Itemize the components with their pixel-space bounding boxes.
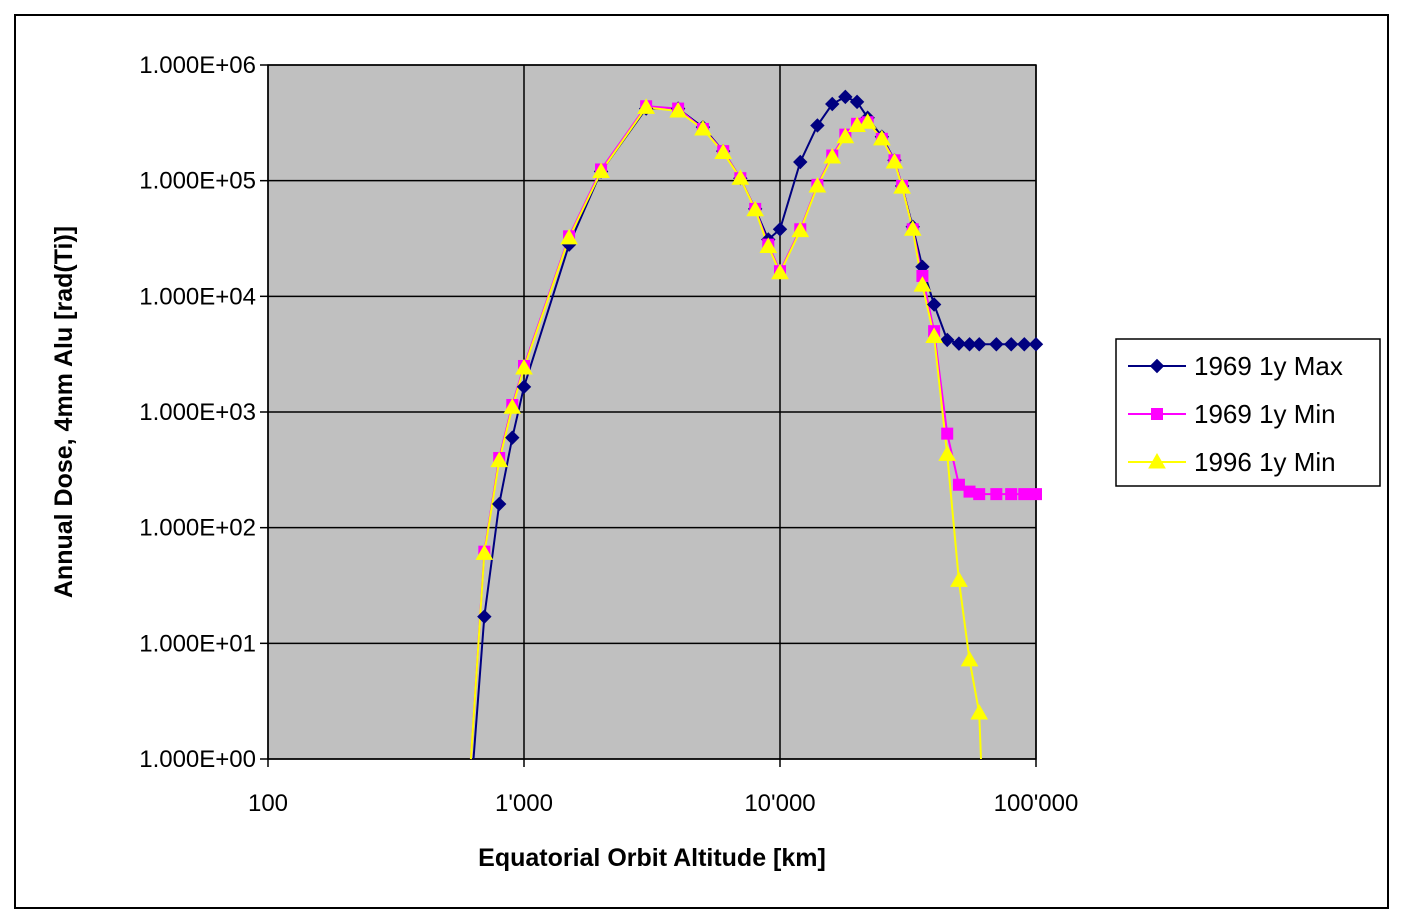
data-point-series-2: [938, 445, 957, 461]
y-tick-label: 1.000E+00: [139, 746, 256, 773]
data-point-series-2: [950, 571, 968, 587]
x-axis-title: Equatorial Orbit Altitude [km]: [478, 844, 826, 872]
data-point-series-2: [873, 129, 891, 146]
data-point-series-2: [637, 98, 656, 114]
x-tick-label: 100'000: [994, 790, 1079, 817]
data-point-series-0: [772, 222, 788, 237]
data-point-series-2: [490, 451, 509, 468]
data-point-series-2: [714, 143, 733, 160]
data-point-series-1: [973, 488, 986, 501]
data-point-series-0: [810, 118, 825, 133]
data-point-series-2: [893, 178, 912, 194]
data-point-series-0: [1017, 337, 1032, 352]
data-point-series-0: [971, 337, 987, 352]
data-point-series-2: [694, 119, 712, 136]
data-point-series-2: [746, 200, 765, 217]
data-point-series-0: [793, 154, 808, 170]
axis-ticks: 1.000E+00 1.000E+01 1.000E+02 1.000E+03 1.00…: [139, 52, 1078, 817]
data-point-series-0: [951, 336, 967, 351]
x-tick-label: 1'000: [495, 790, 553, 817]
y-tick-label: 1.000E+06: [139, 52, 256, 79]
legend-label-2: 1996 1y Min: [1194, 447, 1336, 477]
y-tick-label: 1.000E+05: [139, 168, 256, 195]
data-point-series-2: [791, 221, 810, 238]
y-tick-label: 1.000E+03: [139, 399, 256, 426]
data-point-series-2: [669, 102, 687, 118]
legend-label-1: 1969 1y Min: [1194, 399, 1336, 429]
data-point-series-0: [940, 332, 955, 348]
data-point-series-0: [838, 89, 853, 105]
data-point-series-2: [836, 127, 855, 144]
data-point-series-2: [925, 327, 943, 343]
y-tick-label: 1.000E+02: [139, 515, 256, 542]
data-point-series-1: [952, 478, 965, 491]
x-tick-label: 100: [248, 790, 288, 817]
data-point-series-2: [515, 359, 533, 375]
data-point-series-2: [858, 113, 877, 129]
data-point-series-2: [731, 169, 750, 185]
legend-marker-0: [1149, 358, 1165, 374]
data-point-series-0: [1028, 337, 1044, 352]
data-point-series-0: [926, 297, 942, 312]
legend: 1969 1y Max 1969 1y Min 1996 1y Min: [1115, 338, 1381, 487]
data-point-series-2: [903, 220, 922, 236]
legend-marker-1: [1151, 408, 1163, 420]
data-point-series-0: [505, 430, 520, 445]
y-axis-title: Annual Dose, 4mm Alu [rad(Ti)]: [50, 226, 78, 598]
data-point-series-0: [477, 609, 492, 624]
data-point-series-2: [592, 162, 610, 179]
y-tick-label: 1.000E+04: [139, 283, 256, 310]
markers-layer: [475, 89, 1044, 720]
data-point-series-0: [491, 496, 507, 512]
x-tick-label: 10'000: [744, 790, 815, 817]
data-point-series-1: [990, 488, 1003, 501]
y-tick-label: 1.000E+01: [139, 630, 256, 657]
data-point-series-0: [1003, 337, 1019, 352]
data-point-series-2: [885, 152, 904, 169]
data-point-series-2: [808, 176, 827, 193]
data-point-series-1: [1005, 488, 1018, 501]
data-point-series-2: [960, 650, 979, 667]
data-point-series-1: [1018, 488, 1031, 501]
data-point-series-2: [475, 544, 494, 560]
data-point-series-2: [913, 276, 932, 292]
data-point-series-1: [1030, 488, 1042, 501]
data-point-series-1: [941, 427, 954, 440]
data-point-series-2: [970, 703, 989, 720]
legend-label-0: 1969 1y Max: [1194, 351, 1343, 381]
data-point-series-0: [989, 337, 1004, 352]
data-point-series-0: [825, 96, 840, 112]
data-point-series-0: [516, 379, 532, 395]
data-point-series-2: [823, 148, 842, 164]
data-point-series-0: [962, 337, 977, 352]
data-point-series-2: [560, 228, 578, 245]
data-point-series-2: [759, 237, 778, 253]
data-point-series-2: [771, 263, 789, 280]
legend-marker-2: [1148, 452, 1166, 469]
data-point-series-0: [849, 94, 865, 110]
data-point-series-2: [503, 398, 522, 414]
